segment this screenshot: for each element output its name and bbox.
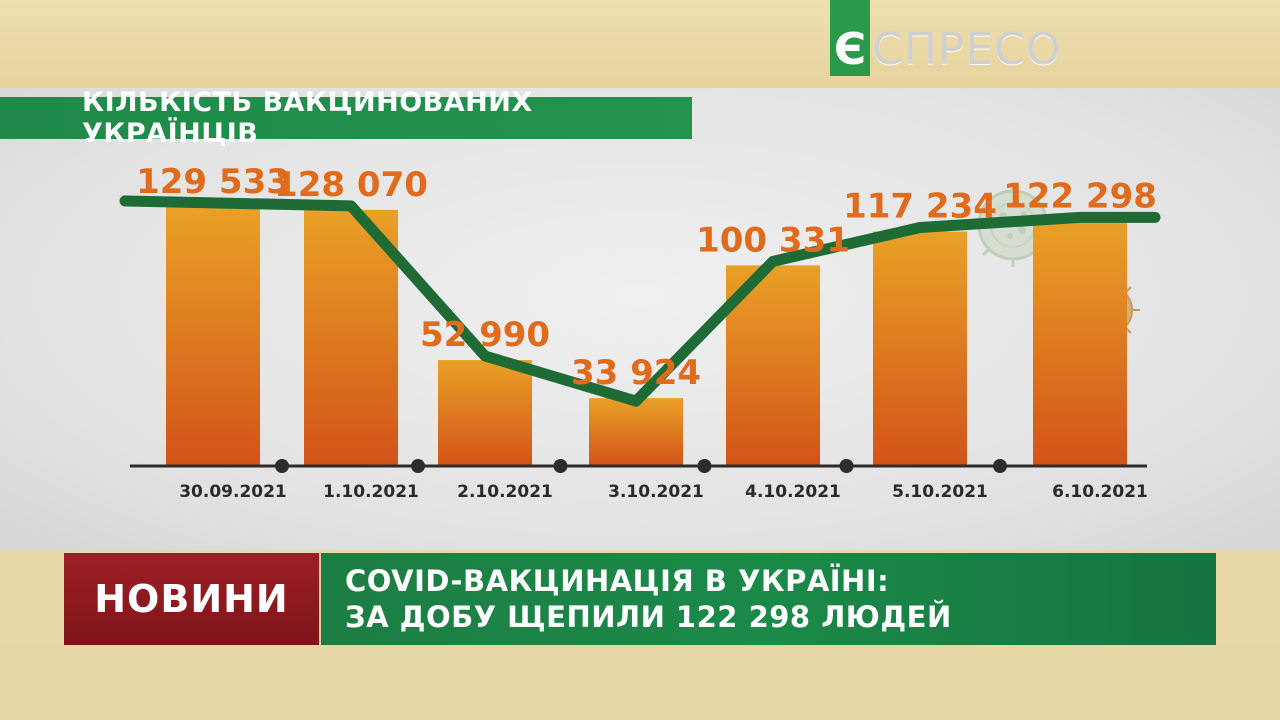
bar [589,398,683,466]
tick-label: 5.10.2021 [892,482,988,502]
headline-line-1: COVID-ВАКЦИНАЦІЯ В УКРАЇНІ: [345,563,890,598]
axis-dot [839,459,854,473]
tick-label: 3.10.2021 [608,482,704,502]
tick-label: 30.09.2021 [179,482,287,502]
channel-logo: Є СПРЕСО [830,0,1062,76]
data-label: 33 924 [571,353,701,393]
bar [166,206,260,466]
news-tag: НОВИНИ [64,553,319,645]
trend-line [119,195,1161,407]
data-label: 52 990 [420,315,550,355]
tick-label: 2.10.2021 [457,482,553,502]
axis-dot [275,459,289,473]
bar [873,231,967,466]
data-label: 117 234 [843,187,997,227]
bottom-band [0,645,1280,720]
logo-mark: Є [830,0,870,76]
headline-line-2: ЗА ДОБУ ЩЕПИЛИ 122 298 ЛЮДЕЙ [345,600,952,634]
tick-label: 6.10.2021 [1052,482,1148,502]
axis-dot [553,459,568,473]
bar [304,209,398,467]
tick-label: 4.10.2021 [745,482,841,502]
top-band [0,0,1280,88]
news-headline: COVID-ВАКЦИНАЦІЯ В УКРАЇНІ: ЗА ДОБУ ЩЕПИ… [319,553,1216,645]
tick-label: 1.10.2021 [323,482,419,502]
axis-dot [993,459,1007,473]
news-lower-third: НОВИНИ COVID-ВАКЦИНАЦІЯ В УКРАЇНІ: ЗА ДО… [64,553,1216,645]
bar [1033,221,1127,466]
data-label: 129 533 [136,162,290,202]
data-label: 100 331 [696,220,850,260]
data-label: 128 070 [274,165,428,205]
bar [438,360,532,466]
axis-dot [697,459,712,473]
logo-text: СПРЕСО [872,24,1062,75]
data-label: 122 298 [1003,176,1157,216]
axis-dot [411,459,425,473]
